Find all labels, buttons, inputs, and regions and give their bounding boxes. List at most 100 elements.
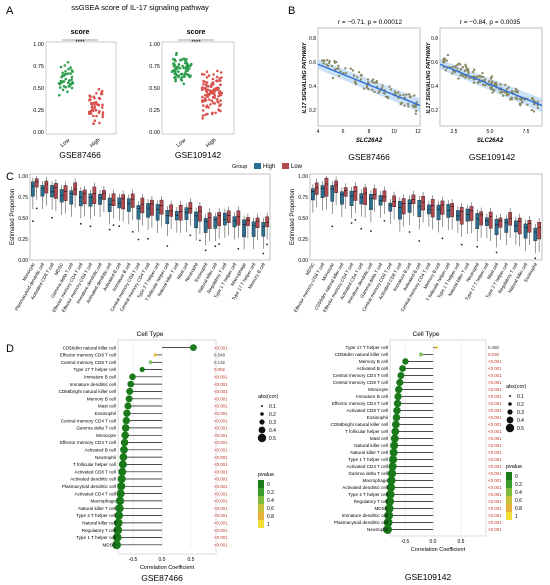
p-value-label: <0.001 [214,462,228,467]
lollipop-head [384,504,394,513]
cell-type-label: Eosinophil [95,411,116,416]
p-value-label: <0.001 [488,380,502,385]
data-point [174,69,177,73]
lollipop-head [122,416,130,425]
outlier [31,220,34,223]
significance-stars: **** [191,40,201,46]
outlier [460,243,463,246]
box [246,217,250,226]
p-value-label: <0.001 [488,366,502,371]
cell-type-label: Immature dendritic cell [342,513,388,518]
data-point [209,90,212,93]
cell-type-label: Gamma delta T cell [348,471,388,476]
lollipop-head [120,445,128,454]
box [184,207,189,220]
data-point [384,95,388,99]
lollipop-head [389,455,398,464]
cell-type-label: Macrophage [362,478,388,483]
x-tick-low: Low [60,138,72,149]
lollipop-head [383,518,393,527]
data-point [207,93,211,97]
data-point [93,119,97,122]
data-point [188,75,192,79]
x-tick: 0.0 [159,557,166,563]
box [194,211,198,229]
pvalue-legend-label: 0.6 [515,498,522,504]
lollipop-head [387,476,396,485]
data-point [211,77,215,81]
cell-type-label: MDSC [305,261,316,276]
x-tick-low: Low [176,138,188,149]
data-point [337,74,341,78]
data-point [101,111,105,114]
box [159,199,164,215]
data-point [219,93,223,96]
lollipop-head [392,420,400,429]
data-point [95,114,98,118]
data-point [64,77,68,81]
cell-type-label: MDSC [102,542,116,547]
outlier [476,245,479,248]
data-point [411,104,415,108]
data-point [69,66,72,69]
data-point [326,64,330,68]
score-label: score [187,29,206,36]
p-value-label: <0.001 [488,422,502,427]
outlier [331,225,334,228]
y-tick: 0.50 [33,86,44,92]
p-value-label: <0.001 [488,408,502,413]
outlier [112,224,115,227]
lollipop-head [386,483,396,492]
data-point [89,98,92,101]
data-point [173,64,177,68]
y-tick: 0.75 [298,195,308,201]
cell-type-label: Immature B cell [356,394,388,399]
data-point [217,108,220,111]
box [111,193,116,207]
panel-a-plot-2: score **** 1.00 0.75 0.50 0.25 0.00 Low … [149,29,235,160]
p-value-label: <0.001 [214,491,228,496]
data-point [532,102,536,106]
outlier [266,243,269,246]
lollipop-head [435,346,438,349]
cell-type-label: CD56bright natural killer cell [59,389,116,394]
y-tick: 0.6 [431,60,438,66]
data-point [70,78,73,81]
pvalue-legend-label: 0 [267,482,270,488]
cell-type-label: CD56dim natural killer cell [335,352,388,357]
size-legend-label: 0.2 [269,412,276,418]
data-point [206,88,210,92]
box [372,188,377,200]
y-tick: 0.25 [33,108,44,114]
x-tick: 0.0 [430,539,437,545]
box [34,178,39,188]
size-legend-dot [259,419,265,425]
y-tick: 0.25 [298,237,308,243]
p-value-label: <0.001 [488,520,502,525]
data-point [217,95,220,98]
data-point [526,103,529,107]
p-value-label: <0.001 [488,506,502,511]
lollipop-head [392,413,401,422]
box [324,177,329,197]
pvalue-legend-label: 0.4 [267,498,274,504]
data-point [456,63,459,66]
data-point [61,88,65,92]
pvalue-swatch [258,480,264,488]
data-point [201,95,204,99]
cell-type-label: Type 17 T helper cell [346,345,388,350]
data-point [92,114,95,118]
data-point [213,94,216,97]
box [504,218,509,233]
data-point [446,53,450,57]
p-value-label: <0.001 [214,528,228,533]
lollipop-head [127,380,135,388]
pvalue-legend-label: 1 [515,514,518,520]
dataset-label: GSE87466 [59,150,101,160]
pvalue-swatch [506,480,512,488]
pvalue-swatch [258,512,264,520]
box [98,193,102,205]
panel-letter-c: C [6,171,14,183]
y-axis-label: IL17 SIGNALING PATHWAY [426,41,432,113]
data-point [88,94,91,97]
